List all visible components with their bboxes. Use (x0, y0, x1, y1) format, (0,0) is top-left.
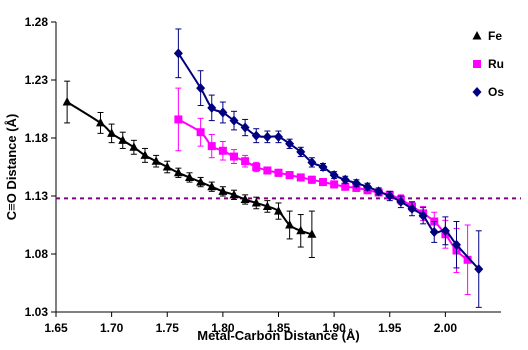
data-point-os (207, 102, 217, 113)
data-point-ru (252, 163, 261, 171)
data-point-os (440, 225, 450, 236)
data-point-os (307, 157, 317, 168)
data-point-os (418, 210, 428, 221)
data-point-fe (251, 197, 261, 207)
x-tick-label: 1.90 (322, 321, 346, 335)
data-point-fe (207, 181, 217, 191)
data-point-ru (285, 171, 294, 180)
data-point-fe (218, 186, 228, 195)
data-point-ru (296, 173, 305, 182)
data-point-os (329, 170, 339, 181)
series-os (173, 28, 484, 308)
data-point-ru (319, 178, 327, 187)
data-point-fe (240, 194, 250, 203)
legend-marker-ru (473, 60, 481, 68)
data-point-fe (96, 117, 105, 127)
data-point-ru (263, 166, 272, 175)
x-tick-label: 1.65 (44, 321, 68, 335)
data-point-ru (330, 180, 339, 189)
legend-marker-fe (472, 31, 482, 40)
x-tick-label: 1.75 (156, 321, 180, 335)
data-point-os (318, 162, 328, 172)
data-point-ru (207, 142, 216, 151)
series-fe (62, 80, 317, 258)
x-tick-label: 1.95 (378, 321, 402, 335)
y-tick-label: 1.03 (25, 305, 49, 319)
y-axis-title: C≡O Distance (Å) (4, 114, 19, 221)
data-point-os (218, 107, 228, 118)
data-point-os (296, 146, 306, 157)
legend-label-os: Os (488, 85, 504, 99)
legend-label-fe: Fe (488, 29, 502, 43)
y-tick-label: 1.28 (25, 15, 49, 29)
legend-label-ru: Ru (488, 57, 504, 71)
series-layer (62, 28, 484, 308)
data-point-os (452, 239, 461, 250)
data-point-fe (173, 167, 183, 177)
data-point-os (251, 130, 261, 141)
y-tick-label: 1.13 (25, 189, 49, 203)
data-point-fe (196, 177, 206, 186)
data-point-os (429, 226, 439, 237)
data-point-fe (107, 128, 117, 137)
data-point-os (363, 181, 372, 192)
data-point-ru (196, 128, 205, 137)
data-point-os (374, 186, 384, 197)
data-point-os (385, 191, 395, 201)
data-point-ru (463, 255, 472, 264)
data-point-fe (62, 97, 72, 106)
data-point-fe (118, 135, 128, 144)
legend: Fe Ru Os (472, 29, 504, 99)
x-tick-label: 1.85 (267, 321, 291, 335)
x-tick-label: 1.80 (211, 321, 235, 335)
data-point-os (240, 122, 250, 133)
data-point-fe (229, 189, 239, 199)
data-point-os (274, 131, 283, 142)
data-point-fe (162, 162, 172, 171)
data-point-ru (230, 152, 238, 161)
data-point-os (229, 115, 239, 126)
data-point-ru (307, 175, 316, 184)
data-point-ru (241, 157, 250, 166)
data-point-fe (151, 156, 161, 165)
data-point-os (262, 131, 272, 142)
data-point-fe (129, 142, 139, 151)
data-point-ru (274, 168, 283, 177)
data-point-ru (174, 115, 183, 124)
y-tick-label: 1.18 (25, 131, 49, 145)
data-point-fe (274, 206, 283, 215)
axes: 1.65 1.70 1.75 1.80 1.85 1.90 1.95 2.00 1.03 1.08… (25, 15, 501, 335)
data-point-fe (296, 225, 306, 235)
data-point-os (285, 138, 295, 149)
legend-marker-os (472, 87, 482, 97)
data-point-fe (262, 201, 272, 210)
data-point-os (407, 203, 417, 214)
data-point-ru (341, 182, 350, 191)
y-tick-label: 1.23 (25, 73, 49, 87)
x-tick-label: 2.00 (434, 321, 458, 335)
data-point-fe (285, 220, 295, 229)
data-point-ru (218, 146, 227, 155)
data-point-os (173, 48, 183, 59)
data-point-fe (140, 150, 150, 159)
data-point-fe (185, 172, 194, 181)
x-axis-title: Metal-Carbon Distance (Å) (197, 328, 360, 343)
data-point-os (196, 83, 206, 94)
data-point-os (340, 174, 350, 185)
data-point-os (396, 196, 406, 207)
data-point-os (474, 264, 484, 275)
data-point-os (351, 178, 361, 189)
y-tick-label: 1.08 (25, 247, 49, 261)
data-point-fe (307, 229, 317, 238)
x-tick-label: 1.70 (100, 321, 124, 335)
